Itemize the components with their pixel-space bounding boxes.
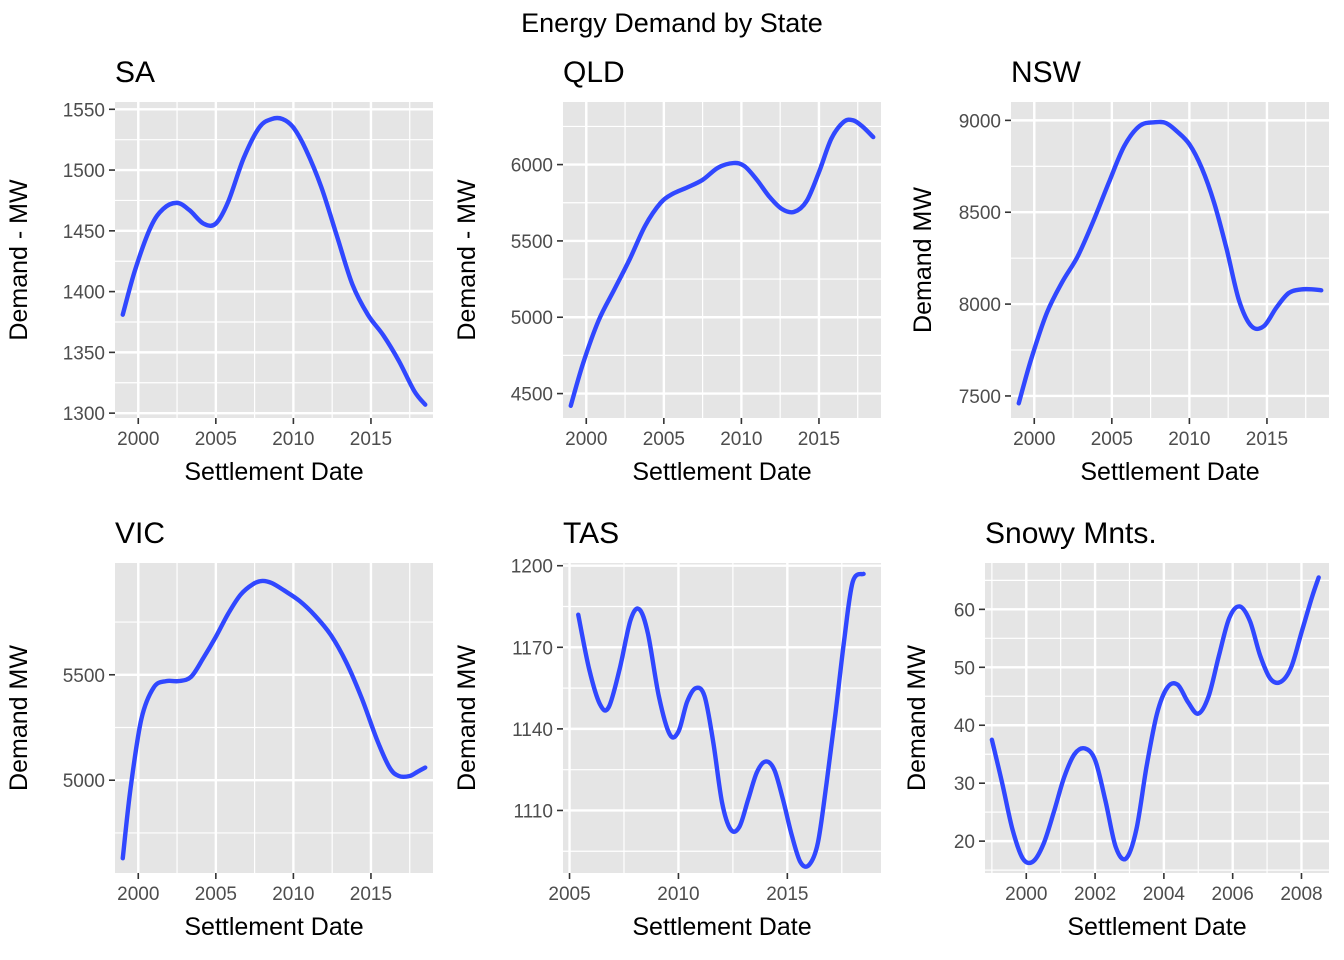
x-tick-label: 2005 — [643, 429, 685, 450]
x-axis-title: Settlement Date — [184, 458, 363, 486]
y-tick-label: 8500 — [959, 203, 1001, 224]
x-axis-title: Settlement Date — [1067, 913, 1246, 941]
x-tick-label: 2008 — [1280, 884, 1322, 905]
y-tick-label: 7500 — [959, 387, 1001, 408]
y-axis-title: Demand MW — [453, 645, 481, 791]
series-line — [568, 117, 876, 408]
series-line — [989, 575, 1321, 866]
x-axis-title: Settlement Date — [1080, 458, 1259, 486]
x-tick-label: 2015 — [798, 429, 840, 450]
x-axis-title: Settlement Date — [632, 913, 811, 941]
x-tick-label: 2000 — [1005, 884, 1047, 905]
y-tick-label: 50 — [954, 658, 975, 679]
series-line — [120, 115, 428, 407]
y-tick-label: 40 — [954, 716, 975, 737]
x-tick-label: 2000 — [565, 429, 607, 450]
x-tick-label: 2015 — [766, 884, 808, 905]
y-tick-label: 20 — [954, 832, 975, 853]
series-line — [576, 571, 866, 869]
y-axis-title: Demand MW — [903, 645, 931, 791]
panel-snowy-mnts: 2000 2002 2004 2006 2008 20 30 40 50 60 Snowy Mnts… — [903, 517, 1329, 941]
y-tick-label: 1450 — [63, 222, 105, 243]
y-tick-label: 1550 — [63, 100, 105, 121]
panel-title: TAS — [563, 517, 619, 550]
x-tick-label: 2005 — [1091, 429, 1133, 450]
figure-title: Energy Demand by State — [521, 8, 823, 38]
x-tick-label: 2015 — [350, 884, 392, 905]
y-axis-title: Demand MW — [909, 187, 937, 333]
y-tick-label: 1140 — [512, 720, 553, 741]
y-tick-label: 1500 — [63, 161, 105, 182]
y-tick-label: 1350 — [63, 343, 105, 364]
x-tick-label: 2015 — [350, 429, 392, 450]
panel-nsw: 2000 2005 2010 2015 7500 8000 8500 9000 NSW Settl… — [909, 56, 1329, 486]
panel-title: SA — [115, 56, 155, 89]
panel-qld: 2000 2005 2010 2015 4500 5000 5500 6000 QLD Settl… — [453, 56, 881, 486]
x-tick-label: 2004 — [1143, 884, 1186, 905]
x-tick-label: 2005 — [195, 429, 237, 450]
panel-background — [563, 563, 881, 873]
panel-title: QLD — [563, 56, 625, 89]
x-tick-label: 2010 — [657, 884, 699, 905]
y-tick-label: 9000 — [959, 111, 1001, 132]
x-axis-title: Settlement Date — [632, 458, 811, 486]
x-tick-label: 2005 — [548, 884, 590, 905]
y-tick-label: 1110 — [514, 801, 553, 822]
panel-vic: 2000 2005 2010 2015 5000 5500 VIC Settlement Da… — [5, 517, 433, 941]
x-tick-label: 2006 — [1212, 884, 1254, 905]
y-tick-label: 5500 — [511, 232, 553, 253]
series-line — [1016, 119, 1324, 406]
x-tick-label: 2000 — [117, 429, 159, 450]
x-tick-label: 2000 — [117, 884, 159, 905]
panel-background — [563, 102, 881, 418]
x-axis-title: Settlement Date — [184, 913, 363, 941]
panel-background — [1011, 102, 1329, 418]
x-tick-label: 2005 — [195, 884, 237, 905]
y-tick-label: 60 — [954, 600, 975, 621]
y-tick-label: 30 — [954, 774, 975, 795]
panel-background — [115, 563, 433, 873]
panel-sa: 2000 2005 2010 2015 1300 1350 1400 1450 1500 1550… — [5, 56, 433, 486]
y-tick-label: 6000 — [511, 156, 553, 177]
y-tick-label: 1300 — [63, 404, 105, 425]
series-line — [120, 578, 428, 861]
x-tick-label: 2010 — [272, 429, 314, 450]
x-tick-label: 2010 — [272, 884, 314, 905]
x-tick-label: 2000 — [1013, 429, 1055, 450]
x-tick-label: 2010 — [720, 429, 762, 450]
x-tick-label: 2002 — [1074, 884, 1116, 905]
y-tick-label: 4500 — [511, 385, 553, 406]
facet-panels: 2000 2005 2010 2015 1300 1350 1400 1450 1500 1550… — [5, 56, 1329, 941]
y-tick-label: 1200 — [511, 557, 553, 578]
panel-background — [115, 102, 433, 418]
panel-title: NSW — [1011, 56, 1082, 89]
y-tick-label: 5000 — [511, 308, 553, 329]
x-tick-label: 2015 — [1246, 429, 1288, 450]
y-tick-label: 5500 — [63, 666, 105, 687]
y-tick-label: 8000 — [959, 295, 1001, 316]
y-axis-title: Demand - MW — [5, 179, 33, 341]
y-tick-label: 5000 — [63, 771, 105, 792]
panel-title: VIC — [115, 517, 165, 550]
y-tick-label: 1400 — [63, 283, 105, 304]
y-axis-title: Demand - MW — [453, 179, 481, 341]
panel-title: Snowy Mnts. — [985, 517, 1157, 550]
x-tick-label: 2010 — [1168, 429, 1210, 450]
panel-tas: 2005 2010 2015 1110 1140 1170 1200 TAS Settlemen… — [453, 517, 881, 941]
y-axis-title: Demand MW — [5, 645, 33, 791]
y-tick-label: 1170 — [512, 638, 553, 659]
